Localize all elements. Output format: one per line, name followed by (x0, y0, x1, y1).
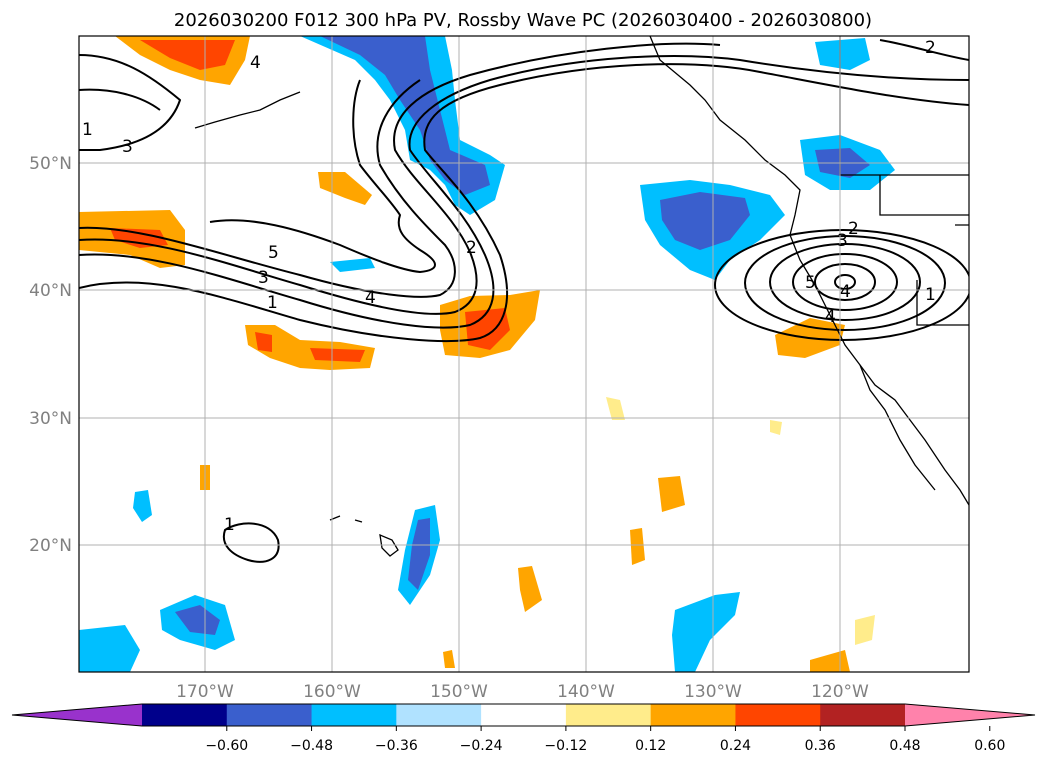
island-aleutian (194, 91, 301, 129)
colorbar-segment (820, 704, 906, 726)
fill-neg-offshore-core (660, 192, 750, 250)
contour-label: 3 (258, 268, 269, 288)
contour-label: 4 (825, 307, 836, 327)
contour-label: 1 (925, 285, 936, 305)
fill-pos-small5 (770, 420, 782, 435)
coast-baja (859, 364, 936, 491)
map-plot-area: 4 5 3 2 2 3 5 4 3 1 4 2 1 4 1 1 (78, 35, 970, 673)
fill-neg-sw-core (175, 605, 220, 635)
contour-label: 2 (848, 219, 859, 239)
fill-neg-far-sw (79, 625, 140, 672)
colorbar: −0.60 −0.48 −0.36 −0.24 −0.12 0.12 0.24 0.36 0.4… (11, 703, 1036, 754)
longitude-labels: 170°W 160°W 150°W 140°W 130°W 120°W (176, 682, 869, 702)
contour-label: 3 (122, 137, 133, 157)
lat-label: 30°N (29, 409, 72, 429)
contour-label: 4 (250, 53, 261, 73)
fill-neg-small (133, 490, 152, 522)
fill-neg-nw-corner (815, 38, 870, 70)
contour-label: 4 (840, 282, 851, 302)
lon-label: 160°W (303, 682, 361, 702)
colorbar-tick-label: 0.60 (974, 738, 1005, 754)
colorbar-segment (142, 704, 228, 726)
contour-low-5 (814, 263, 876, 301)
contour-labels: 4 5 3 2 2 3 5 4 3 1 4 2 1 4 1 1 (82, 38, 936, 535)
pv-contours (79, 39, 969, 563)
contour-label: 2 (466, 238, 477, 258)
fill-pos-mid-sub2 (630, 528, 645, 565)
contour-label: 1 (82, 120, 93, 140)
fill-pos-small4 (606, 397, 625, 420)
colorbar-segment (396, 704, 482, 726)
colorbar-tick-label: −0.12 (544, 738, 587, 754)
contour-5 (209, 79, 436, 273)
map-title: 2026030200 F012 300 hPa PV, Rossby Wave … (174, 10, 872, 31)
fill-neg-se (672, 592, 740, 672)
contour-2 (79, 55, 969, 329)
contour-1 (79, 63, 969, 342)
fill-pos-mid-pac-core (255, 332, 272, 352)
colorbar-tick-label: 0.36 (805, 738, 836, 754)
map-frame (78, 35, 970, 673)
colorbar-extend-high (905, 704, 1035, 726)
contour-ne (879, 39, 969, 61)
colorbar-segment (481, 704, 567, 726)
fill-neg-hawaii-core (408, 518, 430, 590)
colorbar-segment (311, 704, 397, 726)
colorbar-tick-label: 0.12 (635, 738, 666, 754)
fill-pos-mid-sub (658, 476, 685, 512)
lat-label: 40°N (29, 281, 72, 301)
lon-label: 150°W (430, 682, 488, 702)
contour-3 (79, 42, 721, 315)
colorbar-tick-label: −0.48 (290, 738, 333, 754)
fill-pos-mid-pac-core2 (310, 348, 365, 362)
contour-label: 2 (925, 38, 936, 58)
colorbar-tick-label: −0.24 (460, 738, 503, 754)
lon-label: 140°W (557, 682, 615, 702)
fill-pos-nw-core (140, 40, 235, 70)
contour-label: 1 (224, 515, 235, 535)
fill-pos-small3 (855, 615, 875, 645)
latitude-labels: 50°N 40°N 30°N 20°N (29, 154, 72, 556)
lat-label: 50°N (29, 154, 72, 174)
negative-anomaly-fills (79, 36, 895, 672)
contour-label: 4 (365, 288, 376, 308)
contour-label: 3 (837, 231, 848, 251)
fill-neg-mid (330, 258, 375, 272)
colorbar-tick-label: −0.36 (375, 738, 418, 754)
fill-pos-small1 (518, 566, 542, 612)
contour-low-2 (744, 235, 946, 331)
colorbar-outline (11, 703, 1036, 727)
contour-label: 5 (268, 243, 279, 263)
colorbar-tick-label: 0.24 (720, 738, 751, 754)
colorbar-segment (565, 704, 652, 726)
contour-label: 1 (267, 293, 278, 313)
colorbar-segment (735, 704, 821, 726)
contour-nw (79, 54, 181, 151)
contour-label: 5 (805, 273, 816, 293)
contour-low-3 (769, 243, 921, 321)
lat-label: 20°N (29, 536, 72, 556)
coast-north-america (649, 36, 969, 506)
contour-small-hawaii (222, 522, 280, 563)
fill-pos-west-core (110, 228, 168, 248)
colorbar-extend-low (12, 704, 142, 726)
colorbar-tick-label: −0.60 (205, 738, 248, 754)
lon-label: 130°W (684, 682, 742, 702)
colorbar-tick-label: 0.48 (889, 738, 920, 754)
colorbar-segment (650, 704, 736, 726)
fill-neg-gulf-alaska-core (320, 36, 490, 195)
contour-low-4 (792, 253, 898, 311)
gridlines (79, 36, 969, 672)
fill-pos-small6 (443, 650, 455, 668)
lon-label: 170°W (176, 682, 234, 702)
lon-label: 120°W (811, 682, 869, 702)
contour-nw2 (79, 88, 161, 111)
colorbar-segment (226, 704, 313, 726)
contour-low-6 (834, 274, 856, 290)
contour-4 (79, 79, 456, 298)
